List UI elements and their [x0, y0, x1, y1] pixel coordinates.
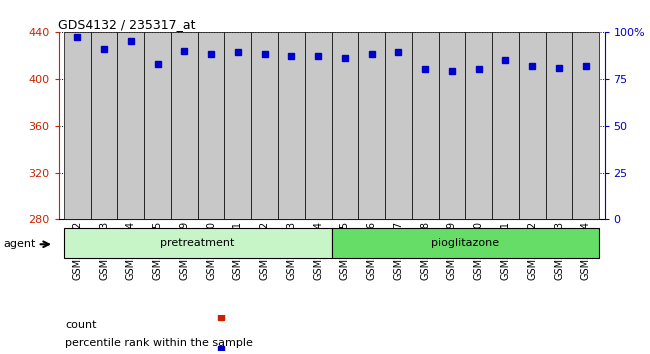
- Bar: [124, 46, 137, 219]
- Text: pioglitazone: pioglitazone: [431, 238, 499, 249]
- FancyBboxPatch shape: [519, 32, 545, 219]
- Bar: [392, 93, 405, 219]
- Bar: [472, 159, 486, 219]
- FancyBboxPatch shape: [64, 228, 332, 258]
- FancyBboxPatch shape: [412, 32, 439, 219]
- FancyBboxPatch shape: [278, 32, 305, 219]
- FancyBboxPatch shape: [171, 32, 198, 219]
- Bar: [71, 44, 84, 219]
- Text: percentile rank within the sample: percentile rank within the sample: [65, 338, 253, 348]
- Bar: [579, 149, 592, 219]
- FancyBboxPatch shape: [439, 32, 465, 219]
- Bar: [526, 129, 539, 219]
- Bar: [419, 161, 432, 219]
- Bar: [338, 120, 352, 219]
- Text: agent: agent: [3, 239, 36, 249]
- Text: pretreatment: pretreatment: [161, 238, 235, 249]
- Bar: [499, 123, 512, 219]
- FancyBboxPatch shape: [224, 32, 251, 219]
- FancyBboxPatch shape: [198, 32, 224, 219]
- Bar: [98, 73, 111, 219]
- Bar: [177, 61, 191, 219]
- Bar: [365, 114, 378, 219]
- FancyBboxPatch shape: [545, 32, 573, 219]
- FancyBboxPatch shape: [358, 32, 385, 219]
- FancyBboxPatch shape: [332, 32, 358, 219]
- FancyBboxPatch shape: [332, 228, 599, 258]
- Bar: [311, 82, 325, 219]
- Bar: [552, 161, 566, 219]
- Text: GDS4132 / 235317_at: GDS4132 / 235317_at: [58, 18, 196, 31]
- Bar: [285, 126, 298, 219]
- Bar: [231, 61, 244, 219]
- Bar: [445, 182, 459, 219]
- Text: count: count: [65, 320, 96, 330]
- FancyBboxPatch shape: [305, 32, 332, 219]
- FancyBboxPatch shape: [573, 32, 599, 219]
- FancyBboxPatch shape: [144, 32, 171, 219]
- Bar: [151, 110, 164, 219]
- FancyBboxPatch shape: [465, 32, 492, 219]
- Bar: [204, 76, 218, 219]
- FancyBboxPatch shape: [118, 32, 144, 219]
- FancyBboxPatch shape: [492, 32, 519, 219]
- FancyBboxPatch shape: [90, 32, 118, 219]
- Bar: [258, 119, 271, 219]
- FancyBboxPatch shape: [385, 32, 412, 219]
- FancyBboxPatch shape: [64, 32, 90, 219]
- FancyBboxPatch shape: [251, 32, 278, 219]
